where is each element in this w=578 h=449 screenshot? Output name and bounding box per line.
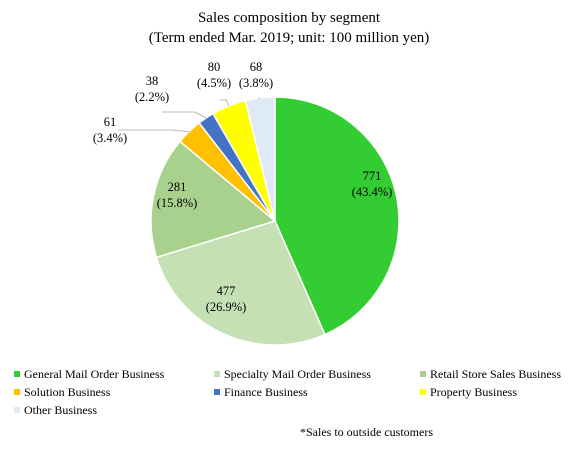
legend-label: Specialty Mail Order Business xyxy=(224,367,371,381)
data-label-percent-specialty-mail-order-business: (26.9%) xyxy=(206,300,247,314)
leader-line-property-business xyxy=(220,99,230,107)
legend-label: Property Business xyxy=(430,385,517,399)
legend-label: Finance Business xyxy=(224,385,308,399)
data-label-value-retail-store-sales-business: 281 xyxy=(168,180,187,194)
legend-swatch xyxy=(214,371,220,377)
data-label-value-finance-business: 38 xyxy=(146,74,159,88)
data-label-percent-other-business: (3.8%) xyxy=(239,76,273,90)
data-label-value-property-business: 80 xyxy=(208,60,221,74)
data-label-percent-property-business: (4.5%) xyxy=(197,76,231,90)
legend-entry-retail-store-sales-business: Retail Store Sales Business xyxy=(420,367,561,381)
pie-slice-retail-store-sales-business xyxy=(150,140,277,259)
legend-entry-solution-business: Solution Business xyxy=(14,385,111,399)
pie-slices xyxy=(150,96,400,346)
data-label-value-other-business: 68 xyxy=(250,60,263,74)
pie-slice-other-business xyxy=(244,96,276,222)
legend-label: Solution Business xyxy=(24,385,111,399)
legend-swatch xyxy=(14,371,20,377)
data-label-value-specialty-mail-order-business: 477 xyxy=(217,284,236,298)
legend-entry-other-business: Other Business xyxy=(14,403,97,417)
data-label-value-general-mail-order-business: 771 xyxy=(363,169,382,183)
legend-entry-general-mail-order-business: General Mail Order Business xyxy=(14,367,165,381)
legend-label: Retail Store Sales Business xyxy=(430,367,561,381)
data-label-percent-solution-business: (3.4%) xyxy=(93,131,127,145)
legend: General Mail Order Business Specialty Mai… xyxy=(14,367,561,417)
data-label-percent-finance-business: (2.2%) xyxy=(135,90,169,104)
legend-entry-finance-business: Finance Business xyxy=(214,385,308,399)
legend-swatch xyxy=(214,389,220,395)
leader-line-finance-business xyxy=(162,111,207,119)
legend-entry-property-business: Property Business xyxy=(420,385,517,399)
legend-swatch xyxy=(14,389,20,395)
legend-swatch xyxy=(420,371,426,377)
legend-swatch xyxy=(420,389,426,395)
leader-line-solution-business xyxy=(118,129,190,132)
chart-subtitle: (Term ended Mar. 2019; unit: 100 million… xyxy=(149,30,430,46)
footnote: *Sales to outside customers xyxy=(300,425,433,439)
data-label-percent-general-mail-order-business: (43.4%) xyxy=(352,185,393,199)
leader-lines xyxy=(118,97,261,132)
data-label-percent-retail-store-sales-business: (15.8%) xyxy=(157,196,198,210)
chart-title: Sales composition by segment xyxy=(198,10,381,26)
data-label-value-solution-business: 61 xyxy=(104,115,117,129)
data-labels: 771 (43.4%) 477 (26.9%) 281 (15.8%) 61 (3.4%) 38… xyxy=(93,60,393,314)
legend-label: Other Business xyxy=(24,403,97,417)
pie-slice-specialty-mail-order-business xyxy=(155,220,326,346)
legend-entry-specialty-mail-order-business: Specialty Mail Order Business xyxy=(214,367,371,381)
pie-slice-general-mail-order-business xyxy=(274,96,400,336)
legend-swatch xyxy=(14,407,20,413)
legend-label: General Mail Order Business xyxy=(24,367,165,381)
